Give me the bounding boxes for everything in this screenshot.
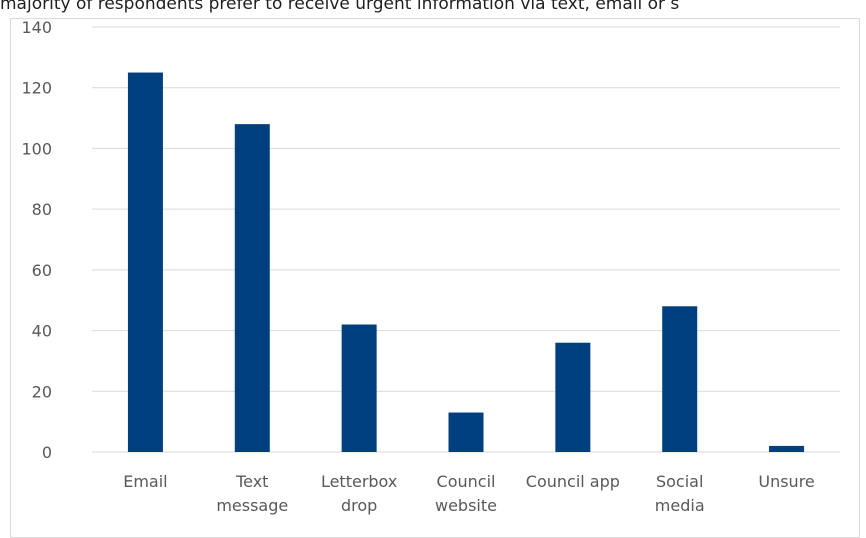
bar (555, 342, 591, 452)
bar (769, 445, 805, 452)
x-category-label: Email (123, 472, 167, 491)
x-category-label: Unsure (758, 472, 814, 491)
chart-headline: majority of respondents prefer to receiv… (0, 0, 680, 14)
x-category-label: Text message (216, 472, 288, 515)
x-axis-labels: Email Text message Letterbox drop Council webs… (123, 472, 815, 515)
bar (127, 72, 163, 453)
bar (662, 306, 698, 452)
bars (127, 72, 805, 453)
y-tick-label: 0 (42, 443, 52, 462)
x-category-label: Letterbox drop (321, 472, 397, 515)
y-tick-label: 40 (32, 322, 52, 341)
bar (448, 412, 484, 452)
x-category-label: Council app (526, 472, 620, 491)
x-category-label: Social media (655, 472, 705, 515)
y-tick-label: 60 (32, 261, 52, 280)
y-tick-label: 100 (21, 139, 52, 158)
x-category-label: Council website (435, 472, 497, 515)
bar (341, 324, 377, 452)
y-tick-label: 80 (32, 200, 52, 219)
y-axis-ticks: 0 20 40 60 80 100 120 140 (21, 18, 52, 462)
y-tick-label: 20 (32, 382, 52, 401)
gridlines (92, 26, 840, 453)
y-tick-label: 140 (21, 18, 52, 37)
bar (234, 124, 270, 453)
y-tick-label: 120 (21, 79, 52, 98)
